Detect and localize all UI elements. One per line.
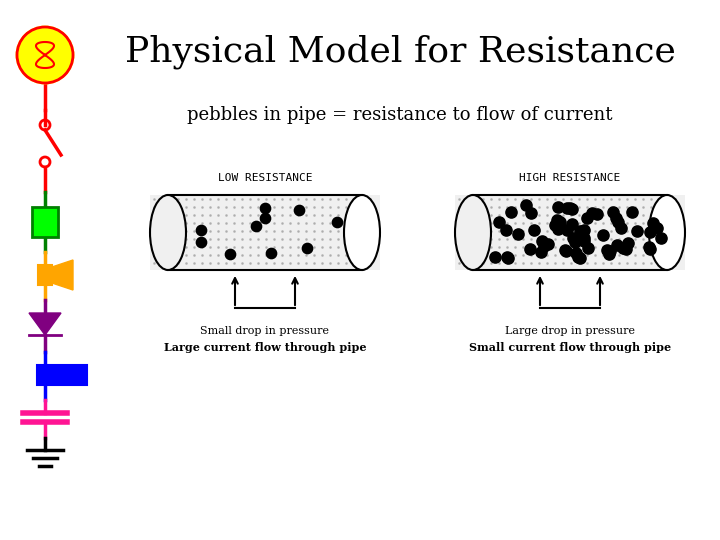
Point [655, 233, 667, 242]
Point [651, 224, 662, 232]
Point [502, 253, 513, 261]
Point [572, 252, 584, 261]
Point [582, 244, 594, 252]
Point [559, 246, 571, 254]
Point [195, 226, 207, 234]
Point [505, 208, 516, 217]
Point [615, 224, 626, 232]
Point [490, 253, 501, 261]
Point [536, 237, 548, 246]
Point [554, 218, 565, 226]
Point [293, 206, 305, 215]
Point [543, 240, 554, 249]
Bar [32, 207, 58, 237]
Point [581, 214, 593, 222]
Point [301, 244, 312, 252]
Point [578, 226, 590, 235]
Point [520, 201, 531, 210]
Point [626, 208, 637, 217]
Ellipse shape [150, 195, 186, 270]
Point [575, 227, 586, 235]
Point [259, 213, 271, 222]
Circle shape [17, 27, 73, 83]
Point [611, 241, 623, 249]
Point [562, 204, 573, 212]
Point [620, 245, 631, 253]
Point [535, 247, 546, 256]
Ellipse shape [455, 195, 491, 270]
Point [578, 234, 590, 243]
Point [552, 216, 563, 225]
Bar [455, 195, 685, 270]
Point [647, 219, 659, 227]
Point [644, 245, 655, 253]
Point [597, 231, 608, 239]
Point [569, 238, 580, 246]
Bar [37, 365, 87, 385]
Point [566, 205, 577, 213]
Point [528, 225, 540, 234]
Point [587, 209, 598, 218]
Text: Large current flow through pipe: Large current flow through pipe [163, 342, 366, 353]
Point [575, 254, 586, 262]
Point [605, 247, 616, 255]
Point [622, 238, 634, 247]
Point [552, 224, 564, 233]
Point [570, 249, 582, 258]
Point [331, 218, 343, 226]
Point [644, 227, 655, 236]
Ellipse shape [344, 195, 380, 270]
Polygon shape [29, 313, 61, 335]
Point [196, 237, 207, 246]
Text: Large drop in pressure: Large drop in pressure [505, 326, 635, 336]
Point [500, 226, 512, 235]
Point [493, 217, 505, 226]
Point [591, 210, 603, 218]
Point [644, 242, 655, 251]
Point [539, 241, 550, 250]
Text: LOW RESISTANCE: LOW RESISTANCE [217, 173, 312, 183]
Point [526, 208, 537, 217]
Point [524, 245, 536, 253]
Text: Physical Model for Resistance: Physical Model for Resistance [125, 35, 675, 69]
Bar [38, 265, 52, 285]
Text: pebbles in pipe = resistance to flow of current: pebbles in pipe = resistance to flow of … [187, 106, 613, 124]
Text: HIGH RESISTANCE: HIGH RESISTANCE [519, 173, 621, 183]
Point [617, 244, 629, 252]
Point [564, 204, 575, 212]
Point [559, 246, 571, 255]
Point [567, 234, 579, 242]
Point [610, 213, 621, 222]
Point [250, 222, 261, 231]
Bar [150, 195, 380, 270]
Point [512, 230, 523, 238]
Point [631, 227, 643, 235]
Point [608, 208, 619, 217]
Point [561, 226, 572, 235]
Point [603, 249, 614, 258]
Point [612, 218, 624, 226]
Point [503, 253, 514, 262]
Text: Small drop in pressure: Small drop in pressure [200, 326, 330, 336]
Polygon shape [52, 260, 73, 290]
Point [265, 249, 276, 258]
Point [601, 245, 613, 254]
Point [259, 204, 271, 213]
Text: Small current flow through pipe: Small current flow through pipe [469, 342, 671, 353]
Ellipse shape [649, 195, 685, 270]
Point [225, 250, 236, 259]
Point [578, 237, 590, 246]
Point [566, 220, 577, 228]
Point [549, 220, 561, 229]
Point [552, 203, 564, 212]
